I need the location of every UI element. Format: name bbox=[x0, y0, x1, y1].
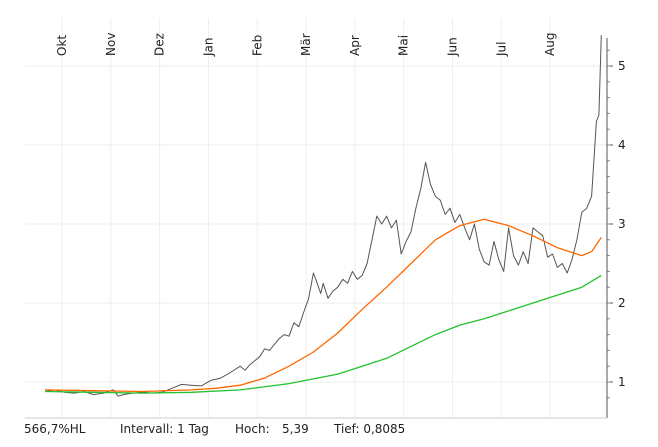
chart-footer: 566,7%HL Intervall: 1 Tag Hoch: 5,39 Tie… bbox=[24, 422, 405, 440]
month-label: Nov bbox=[104, 33, 118, 56]
high-value: 5,39 bbox=[282, 422, 309, 436]
low-value: Tief: 0,8085 bbox=[334, 422, 406, 436]
y-tick-label: 4 bbox=[618, 138, 626, 152]
month-label: Feb bbox=[250, 35, 264, 56]
price-series-line bbox=[44, 35, 602, 397]
high-label: Hoch: bbox=[235, 422, 270, 436]
y-tick-labels: 1 2 3 4 5 bbox=[618, 59, 626, 389]
month-label: Mär bbox=[299, 33, 313, 56]
month-label: Dez bbox=[153, 33, 167, 56]
month-labels: Okt Nov Dez Jan Feb Mär Apr Mai Jun Jul Aug bbox=[55, 33, 557, 57]
month-label: Mai bbox=[397, 35, 411, 56]
month-label: Jun bbox=[445, 37, 459, 57]
series-layer bbox=[44, 35, 602, 397]
axis bbox=[25, 38, 613, 419]
grid bbox=[25, 18, 607, 418]
month-label: Jul bbox=[494, 42, 508, 57]
y-tick-label: 3 bbox=[618, 217, 626, 231]
orange-average-line bbox=[44, 218, 602, 393]
month-label: Apr bbox=[348, 35, 362, 56]
month-label: Jan bbox=[201, 38, 215, 58]
month-label: Okt bbox=[55, 35, 69, 56]
y-tick-label: 2 bbox=[618, 296, 626, 310]
month-label: Aug bbox=[543, 33, 557, 56]
y-tick-label: 1 bbox=[618, 375, 626, 389]
y-tick-label: 5 bbox=[618, 59, 626, 73]
interval-label: Intervall: 1 Tag bbox=[120, 422, 209, 436]
green-average-line bbox=[44, 274, 602, 394]
change-percent: 566,7%HL bbox=[24, 422, 86, 436]
